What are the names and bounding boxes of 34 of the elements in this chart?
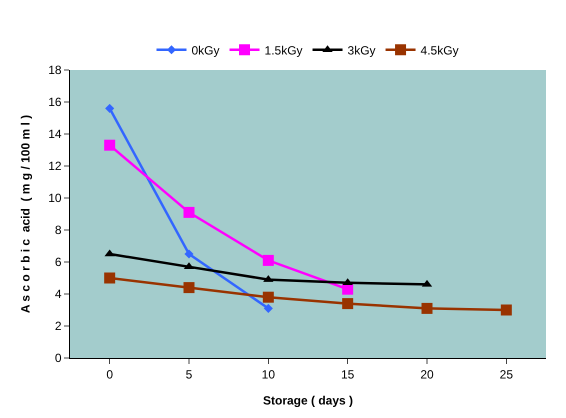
y-tick-label: 6 bbox=[54, 255, 62, 270]
y-tick-label: 4 bbox=[54, 287, 62, 302]
point bbox=[184, 206, 194, 218]
y-tick-label: 18 bbox=[48, 63, 62, 78]
x-tick-label: 0 bbox=[106, 367, 114, 382]
x-tick-label: 10 bbox=[262, 367, 276, 382]
x-tick-label: 15 bbox=[340, 367, 355, 382]
point bbox=[422, 302, 432, 314]
legend-label: 1.5kGy bbox=[264, 43, 303, 58]
y-tick-label: 10 bbox=[48, 191, 62, 206]
point bbox=[342, 298, 354, 310]
point bbox=[264, 304, 273, 313]
point bbox=[104, 140, 116, 151]
legend-label: 0kGy bbox=[192, 43, 220, 58]
x-tick-label: 5 bbox=[186, 367, 193, 382]
x-tick-label: 25 bbox=[500, 367, 514, 382]
y-tick-label: 0 bbox=[54, 351, 62, 366]
y-tick-label: 12 bbox=[48, 159, 62, 174]
y-tick-label: 8 bbox=[54, 223, 62, 238]
point bbox=[184, 249, 194, 259]
x-axis-title: Storage ( days ) bbox=[262, 393, 354, 408]
point bbox=[500, 304, 512, 316]
y-tick-label: 16 bbox=[48, 95, 62, 110]
point bbox=[262, 254, 274, 266]
y-tick-label: 2 bbox=[54, 319, 62, 334]
legend-label: 4.5kGy bbox=[420, 43, 459, 58]
point bbox=[262, 292, 274, 303]
point bbox=[105, 104, 114, 113]
point bbox=[184, 282, 194, 294]
y-tick-label: 14 bbox=[48, 127, 62, 142]
y-axis-title: A s c o r b i c acid ( m g / 100 m l ) bbox=[18, 114, 33, 314]
legend-label: 3kGy bbox=[348, 43, 376, 58]
point bbox=[104, 272, 116, 284]
x-tick-label: 20 bbox=[420, 367, 434, 382]
